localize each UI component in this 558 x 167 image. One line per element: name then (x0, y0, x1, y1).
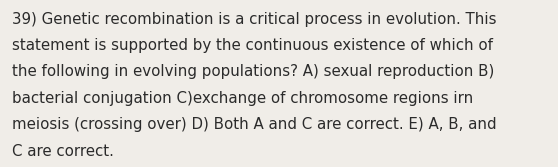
Text: statement is supported by the continuous existence of which of: statement is supported by the continuous… (12, 38, 493, 53)
Text: 39) Genetic recombination is a critical process in evolution. This: 39) Genetic recombination is a critical … (12, 12, 497, 27)
Text: C are correct.: C are correct. (12, 144, 114, 159)
Text: the following in evolving populations? A) sexual reproduction B): the following in evolving populations? A… (12, 64, 494, 79)
Text: meiosis (crossing over) D) Both A and C are correct. E) A, B, and: meiosis (crossing over) D) Both A and C … (12, 117, 497, 132)
Text: bacterial conjugation C)exchange of chromosome regions irn: bacterial conjugation C)exchange of chro… (12, 91, 474, 106)
